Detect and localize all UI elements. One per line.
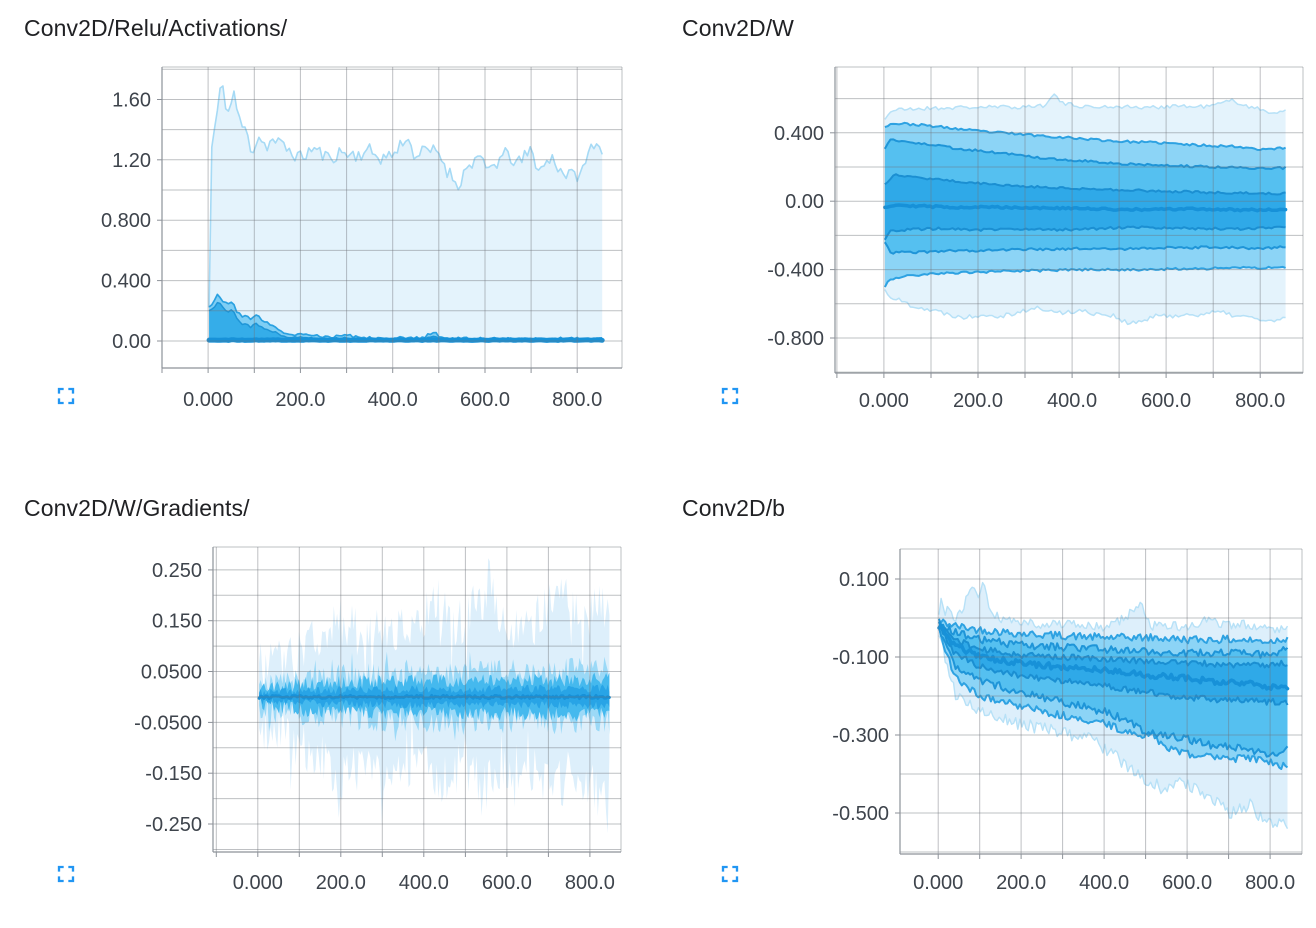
band-minmax-upper-edge <box>884 93 1286 120</box>
y-tick-label: -0.800 <box>767 328 824 350</box>
band-p16-p84 <box>209 302 603 341</box>
y-tick-label: 0.00 <box>112 331 151 353</box>
y-tick-label: 0.400 <box>101 271 151 293</box>
fullscreen-button[interactable] <box>716 860 744 888</box>
band-p7-p93-upper-edge <box>938 618 1289 645</box>
x-tick-label: 0.000 <box>859 390 909 412</box>
x-tick-label: 400.0 <box>1047 390 1097 412</box>
x-tick-label: 200.0 <box>996 872 1046 894</box>
x-tick-label: 600.0 <box>460 389 510 411</box>
band-minmax-upper-edge <box>208 85 603 308</box>
band-p16-p84-lower-edge <box>884 241 1286 255</box>
y-tick-label: -0.300 <box>832 725 889 747</box>
line-median <box>883 203 1288 213</box>
line-median <box>257 693 611 700</box>
band-minmax-lower-edge <box>884 289 1286 326</box>
y-tick-label: -0.150 <box>145 763 202 785</box>
tick-labels: 0.400 0.00 -0.400 -0.800 0.000 200.0 400.0 600.… <box>767 123 1285 412</box>
y-tick-label: -0.0500 <box>134 712 202 734</box>
fullscreen-button[interactable] <box>52 382 80 410</box>
distribution-card-activations: Conv2D/Relu/Activations/ 1.60 1.20 0.800 0.… <box>0 0 658 464</box>
grid <box>900 548 1303 854</box>
band-p7-p93-lower-edge <box>884 265 1286 288</box>
x-tick-label: 400.0 <box>399 872 449 894</box>
fullscreen-icon <box>721 387 739 405</box>
y-tick-label: 0.100 <box>839 569 889 591</box>
band-p31-p69-upper-edge <box>938 621 1288 669</box>
x-tick-label: 400.0 <box>368 389 418 411</box>
grid <box>835 66 1304 373</box>
x-tick-label: 0.000 <box>233 872 283 894</box>
distribution-card-bias: Conv2D/b 0.100 -0.100 -0.300 -0.500 0.000 200… <box>658 464 1316 928</box>
band-p7-p93-upper-edge <box>884 121 1287 151</box>
y-tick-label: -0.250 <box>145 814 202 836</box>
fullscreen-button[interactable] <box>52 860 80 888</box>
x-tick-label: 200.0 <box>275 389 325 411</box>
y-tick-label: -0.500 <box>832 803 889 825</box>
distribution-chart-activations: 1.60 1.20 0.800 0.400 0.00 0.000 200.0 400.0 600… <box>101 66 623 412</box>
line-median <box>206 337 605 343</box>
x-tick-label: 200.0 <box>316 872 366 894</box>
y-tick-label: 1.60 <box>112 90 151 112</box>
x-tick-label: 800.0 <box>1245 872 1295 894</box>
x-tick-label: 800.0 <box>1235 390 1285 412</box>
distribution-chart-bias: 0.100 -0.100 -0.300 -0.500 0.000 200.0 400.0 60… <box>832 548 1303 894</box>
grid <box>213 546 622 852</box>
chart-title: Conv2D/W/Gradients/ <box>24 495 250 521</box>
plot-series <box>257 558 611 834</box>
y-tick-label: 0.0500 <box>141 662 202 684</box>
y-tick-label: 0.00 <box>785 191 824 213</box>
band-minmax <box>209 86 603 341</box>
band-p16-p84-upper-edge <box>938 618 1289 659</box>
x-tick-label: 800.0 <box>565 872 615 894</box>
distribution-chart-weights: 0.400 0.00 -0.400 -0.800 0.000 200.0 400.0 600.… <box>767 66 1304 412</box>
y-tick-label: 0.800 <box>101 210 151 232</box>
x-tick-label: 600.0 <box>1141 390 1191 412</box>
y-tick-label: 0.250 <box>152 560 202 582</box>
chart-title: Conv2D/W <box>682 15 794 41</box>
axes <box>157 67 622 373</box>
y-tick-label: 0.150 <box>152 611 202 633</box>
y-tick-label: -0.400 <box>767 260 824 282</box>
axes <box>895 549 1302 859</box>
y-tick-label: 1.20 <box>112 150 151 172</box>
tick-labels: 0.250 0.150 0.0500 -0.0500 -0.150 -0.250 0.000… <box>134 560 615 894</box>
fullscreen-button[interactable] <box>716 382 744 410</box>
band-p31-p69-lower-edge <box>884 225 1286 241</box>
plot-series <box>937 581 1290 829</box>
axes <box>830 67 1303 378</box>
band-p31-p69-upper-edge <box>884 173 1286 196</box>
line-median <box>937 623 1290 691</box>
x-tick-label: 600.0 <box>482 872 532 894</box>
x-tick-label: 600.0 <box>1162 872 1212 894</box>
axes <box>208 547 621 857</box>
tick-labels: 0.100 -0.100 -0.300 -0.500 0.000 200.0 400.0 60… <box>832 569 1295 894</box>
fullscreen-icon <box>57 865 75 883</box>
fullscreen-icon <box>57 387 75 405</box>
chart-title: Conv2D/Relu/Activations/ <box>24 15 288 41</box>
plot-series <box>883 93 1288 326</box>
distribution-card-gradients: Conv2D/W/Gradients/ 0.250 0.150 0.0500 -0.0… <box>0 464 658 928</box>
plot-series <box>206 85 605 343</box>
x-tick-label: 0.000 <box>183 389 233 411</box>
band-p16-p84-upper-edge <box>884 138 1287 171</box>
x-tick-label: 800.0 <box>552 389 602 411</box>
chart-title: Conv2D/b <box>682 495 786 521</box>
distribution-chart-gradients: 0.250 0.150 0.0500 -0.0500 -0.150 -0.250 0.000… <box>134 546 622 894</box>
tick-labels: 1.60 1.20 0.800 0.400 0.00 0.000 200.0 400.0 600… <box>101 90 602 412</box>
x-tick-label: 400.0 <box>1079 872 1129 894</box>
distribution-card-weights: Conv2D/W 0.400 0.00 -0.400 -0.800 0.000 200.0… <box>658 0 1316 464</box>
band-minmax-upper-edge <box>938 581 1289 634</box>
band-p16-p84-lower-edge <box>938 626 1289 758</box>
y-tick-label: 0.400 <box>774 123 824 145</box>
grid <box>161 66 623 368</box>
fullscreen-icon <box>721 865 739 883</box>
y-tick-label: -0.100 <box>832 647 889 669</box>
x-tick-label: 200.0 <box>953 390 1003 412</box>
band-p31-p69-lower-edge <box>938 626 1289 706</box>
band-minmax-lower-edge <box>938 635 1289 829</box>
band-p7-p93-lower-edge <box>938 626 1289 770</box>
x-tick-label: 0.000 <box>913 872 963 894</box>
